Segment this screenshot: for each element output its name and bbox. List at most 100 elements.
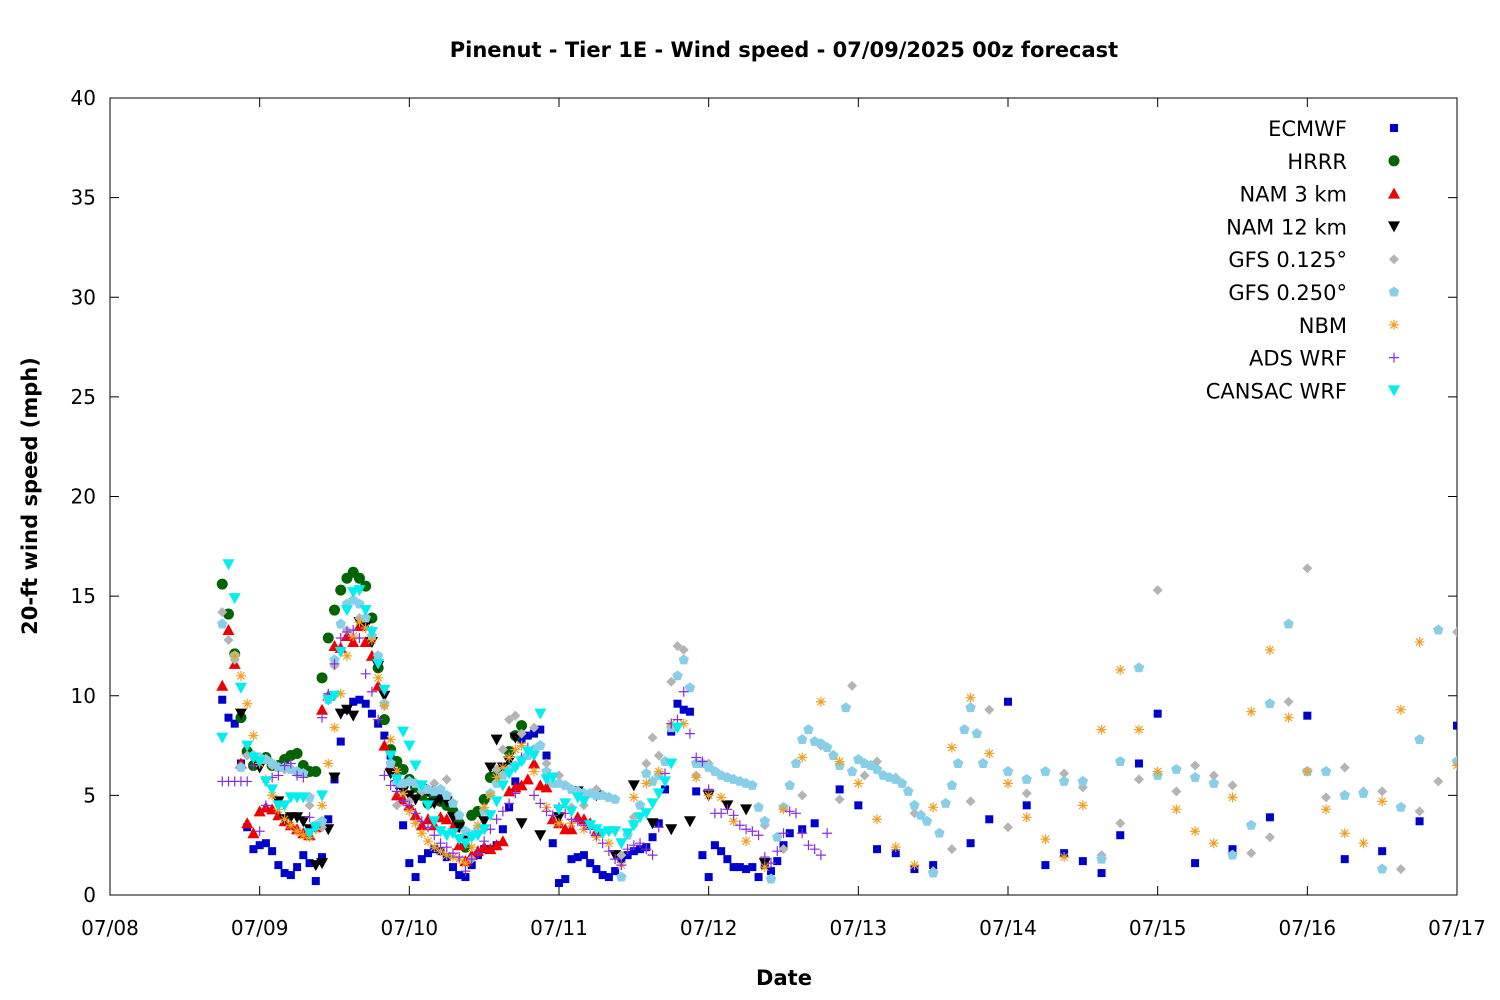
data-point [535, 798, 546, 809]
data-point [490, 734, 503, 746]
data-point [510, 710, 521, 721]
data-point [359, 635, 372, 647]
data-point [622, 844, 633, 855]
data-point [516, 728, 527, 739]
data-point [223, 634, 234, 645]
data-point [359, 605, 372, 617]
data-point [515, 818, 528, 830]
data-point [1376, 863, 1388, 874]
data-point [548, 839, 557, 848]
data-point [678, 686, 689, 697]
data-point [340, 605, 353, 617]
data-point [646, 798, 659, 810]
data-point [728, 816, 739, 827]
data-point [466, 842, 477, 853]
x-tick-label: 07/11 [530, 916, 588, 940]
data-point [1078, 857, 1087, 866]
data-point [765, 873, 777, 884]
data-point [335, 688, 346, 699]
legend-label: NBM [1299, 314, 1347, 338]
data-point [353, 585, 366, 597]
data-point [305, 859, 314, 868]
data-point [653, 822, 664, 833]
data-point [447, 848, 458, 859]
data-point [1208, 838, 1219, 849]
data-point [435, 783, 446, 794]
data-point [385, 780, 396, 791]
data-point [297, 816, 310, 828]
data-point [691, 752, 702, 763]
data-point [1059, 852, 1070, 863]
legend-item: NAM 3 km [1239, 183, 1400, 207]
data-point [222, 559, 235, 571]
data-point [354, 617, 365, 628]
data-point [959, 724, 970, 735]
data-point [384, 750, 397, 762]
legend-marker [1388, 286, 1400, 297]
legend-marker [1389, 319, 1399, 330]
data-point [1452, 760, 1457, 771]
data-point [216, 679, 229, 691]
data-point [279, 760, 290, 771]
data-point [484, 762, 497, 774]
data-point [409, 794, 422, 806]
data-point [946, 844, 957, 855]
data-point [334, 708, 347, 720]
data-point [528, 757, 541, 769]
data-point [247, 827, 260, 839]
data-point [748, 863, 757, 872]
data-point [441, 850, 452, 861]
data-point [216, 578, 228, 590]
data-point [1377, 796, 1388, 807]
data-point [398, 796, 409, 807]
data-point [516, 720, 528, 732]
data-point [1264, 698, 1276, 709]
data-point [379, 770, 390, 781]
data-point [391, 800, 402, 811]
data-point [590, 824, 603, 836]
data-point [347, 710, 360, 722]
data-point [772, 831, 783, 842]
data-point [965, 796, 976, 807]
data-point [241, 817, 254, 829]
data-point [661, 785, 670, 794]
data-point [1358, 838, 1369, 849]
data-point [965, 702, 976, 713]
data-point [459, 838, 472, 850]
data-point [410, 808, 421, 819]
data-point [1096, 724, 1107, 735]
data-point [621, 828, 634, 840]
data-point [871, 763, 883, 774]
data-point [547, 810, 558, 821]
data-point [890, 842, 901, 853]
legend-item: ECMWF [1268, 117, 1398, 141]
x-tick-label: 07/15 [1129, 916, 1187, 940]
data-point [1041, 861, 1050, 870]
data-point [390, 774, 403, 786]
data-point [555, 879, 563, 888]
data-point [634, 799, 646, 810]
data-point [429, 778, 440, 789]
data-point [380, 731, 389, 740]
data-point [242, 698, 253, 709]
data-point [316, 672, 328, 684]
data-point [653, 750, 664, 761]
data-point [230, 719, 239, 728]
data-point [253, 756, 266, 768]
data-point [1228, 845, 1237, 854]
data-point [1302, 766, 1313, 777]
data-point [778, 828, 789, 839]
data-point [1470, 760, 1480, 770]
series-gfs-0-250 [217, 594, 1480, 884]
legend-marker [1388, 187, 1400, 199]
data-point [1077, 800, 1088, 811]
data-point [759, 852, 770, 863]
data-point [466, 854, 477, 865]
data-point [349, 697, 358, 706]
data-point [323, 758, 334, 769]
data-point [529, 722, 540, 733]
data-point [628, 840, 639, 851]
data-point [424, 849, 433, 858]
data-point [355, 695, 364, 704]
data-point [411, 873, 420, 882]
